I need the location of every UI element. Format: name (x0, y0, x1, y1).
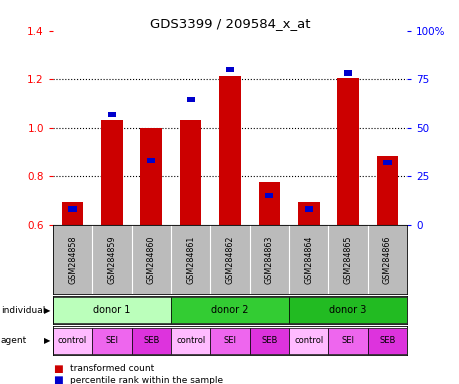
Text: donor 3: donor 3 (329, 305, 366, 315)
Title: GDS3399 / 209584_x_at: GDS3399 / 209584_x_at (150, 17, 309, 30)
Text: SEI: SEI (105, 336, 118, 345)
Text: ■: ■ (53, 364, 62, 374)
Bar (367, 328, 406, 354)
Text: GSM284866: GSM284866 (382, 235, 391, 284)
Text: SEB: SEB (143, 336, 159, 345)
Bar (179, 121, 201, 225)
Bar (297, 202, 319, 225)
Bar (186, 97, 194, 103)
Bar (147, 158, 155, 163)
Text: GSM284859: GSM284859 (107, 235, 116, 284)
Text: GSM284861: GSM284861 (186, 235, 195, 284)
Text: donor 1: donor 1 (93, 305, 130, 315)
Bar (140, 127, 162, 225)
Bar (288, 328, 328, 354)
Text: agent: agent (1, 336, 27, 345)
Bar (92, 328, 131, 354)
Bar (107, 112, 116, 117)
Text: SEI: SEI (223, 336, 236, 345)
Bar (288, 297, 406, 323)
Text: control: control (58, 336, 87, 345)
Text: control: control (176, 336, 205, 345)
Bar (336, 78, 358, 225)
Text: donor 2: donor 2 (211, 305, 248, 315)
Text: GSM284858: GSM284858 (68, 235, 77, 284)
Bar (68, 206, 77, 212)
Bar (328, 328, 367, 354)
Bar (218, 76, 241, 225)
Text: percentile rank within the sample: percentile rank within the sample (70, 376, 223, 384)
Bar (304, 206, 312, 212)
Bar (53, 328, 92, 354)
Text: GSM284860: GSM284860 (146, 235, 156, 284)
Bar (131, 328, 171, 354)
Text: control: control (293, 336, 323, 345)
Text: SEB: SEB (261, 336, 277, 345)
Bar (225, 67, 234, 72)
Text: ▶: ▶ (44, 306, 50, 314)
Bar (265, 193, 273, 198)
Text: transformed count: transformed count (70, 364, 154, 373)
Bar (343, 71, 352, 76)
Text: GSM284865: GSM284865 (343, 235, 352, 284)
Bar (171, 328, 210, 354)
Text: individual: individual (1, 306, 45, 314)
Text: GSM284864: GSM284864 (303, 235, 313, 284)
Text: ■: ■ (53, 375, 62, 384)
Text: GSM284862: GSM284862 (225, 235, 234, 284)
Bar (171, 297, 288, 323)
Text: SEB: SEB (378, 336, 395, 345)
Bar (258, 182, 280, 225)
Text: GSM284863: GSM284863 (264, 235, 273, 284)
Bar (210, 328, 249, 354)
Bar (249, 328, 288, 354)
Bar (376, 156, 397, 225)
Bar (62, 202, 83, 225)
Bar (382, 160, 391, 166)
Bar (53, 297, 171, 323)
Bar (101, 121, 123, 225)
Text: ▶: ▶ (44, 336, 50, 345)
Text: SEI: SEI (341, 336, 354, 345)
